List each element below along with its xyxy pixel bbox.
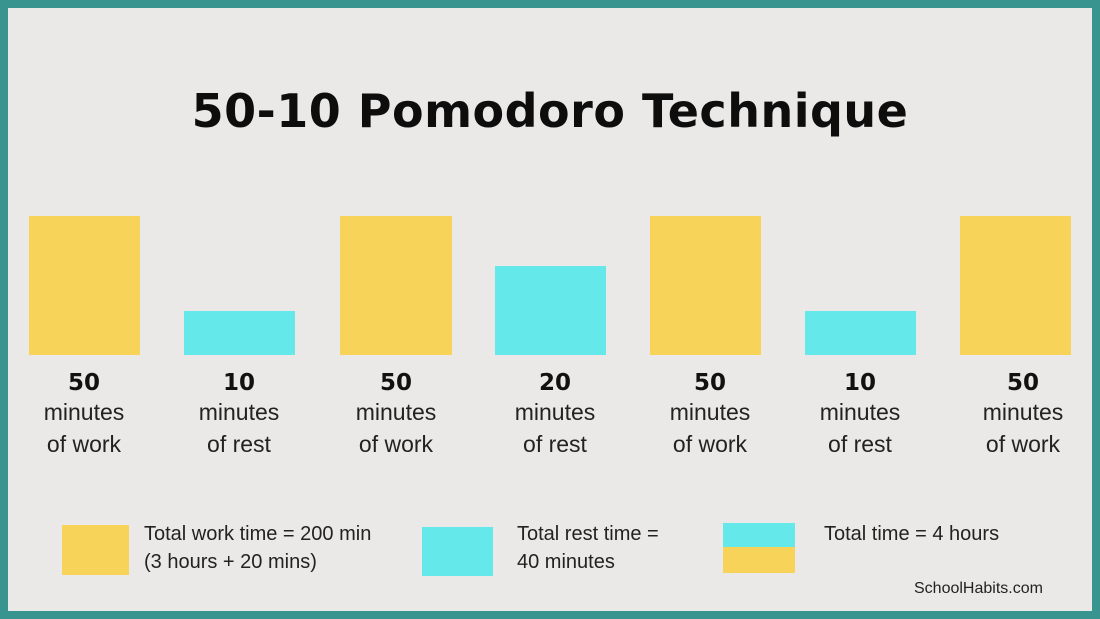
label-line1: minutes (43, 399, 125, 425)
bar-label: 50 minutes of work (943, 0, 1100, 460)
legend-total-line1: Total time = 4 hours (824, 523, 1000, 545)
bar-label: 50 minutes of work (316, 0, 476, 460)
legend-swatch-work (62, 525, 129, 575)
bar-label: 10 minutes of rest (159, 0, 319, 460)
legend-swatch-rest (422, 527, 493, 576)
label-line1: minutes (819, 399, 901, 425)
legend-work-text: Total work time = 200 min (3 hours + 20 … (144, 520, 371, 576)
label-value: 10 (222, 370, 255, 396)
label-line2: of rest (207, 431, 271, 457)
legend-work-line2: (3 hours + 20 mins) (144, 551, 317, 573)
source-credit: SchoolHabits.com (914, 580, 1043, 597)
label-value: 50 (1006, 370, 1039, 396)
label-line1: minutes (982, 399, 1064, 425)
bar-rest-1 (184, 311, 295, 355)
bar-work-1 (29, 216, 140, 355)
bar-work-2 (340, 216, 452, 355)
label-line2: of rest (828, 431, 892, 457)
label-value: 50 (693, 370, 726, 396)
bar-work-3 (650, 216, 761, 355)
label-line1: minutes (514, 399, 596, 425)
label-value: 20 (538, 370, 571, 396)
chart-title: 50-10 Pomodoro Technique (191, 84, 909, 138)
legend-swatch-total-rest (723, 523, 795, 547)
legend-rest-text: Total rest time = 40 minutes (517, 520, 659, 576)
legend-total-text: Total time = 4 hours (824, 520, 999, 548)
legend-swatch-total-work (723, 547, 795, 573)
bar-label: 10 minutes of rest (780, 0, 940, 460)
label-line1: minutes (355, 399, 437, 425)
label-line2: of work (985, 431, 1061, 457)
label-line1: minutes (198, 399, 280, 425)
legend-rest-line1: Total rest time = (517, 523, 659, 545)
legend-work-line1: Total work time = 200 min (144, 523, 372, 545)
label-value: 50 (379, 370, 412, 396)
label-line2: of work (358, 431, 434, 457)
label-line1: minutes (669, 399, 751, 425)
label-line2: of work (46, 431, 122, 457)
legend-rest-line2: 40 minutes (517, 551, 615, 573)
bar-rest-2 (495, 266, 606, 355)
label-value: 10 (843, 370, 876, 396)
bar-label: 50 minutes of work (630, 0, 790, 460)
label-line2: of work (672, 431, 748, 457)
label-line2: of rest (523, 431, 587, 457)
bar-label: 20 minutes of rest (475, 0, 635, 460)
bar-rest-3 (805, 311, 916, 355)
label-value: 50 (67, 370, 100, 396)
bar-work-4 (960, 216, 1071, 355)
bar-label: 50 minutes of work (4, 0, 164, 460)
